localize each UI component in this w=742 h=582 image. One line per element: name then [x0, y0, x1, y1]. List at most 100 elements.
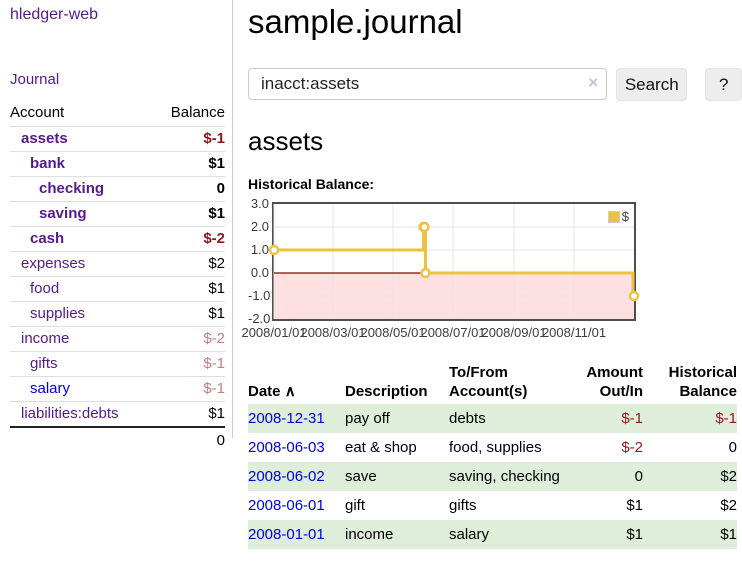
account-link[interactable]: salary — [30, 380, 71, 397]
x-axis-tick-label: 2008/09/01 — [481, 325, 547, 340]
transaction-accounts: food, supplies — [449, 439, 542, 456]
account-row-checking: checking 0 — [10, 176, 225, 201]
transaction-balance: $2 — [720, 497, 737, 514]
clear-search-icon[interactable]: × — [588, 73, 599, 92]
transaction-balance: $1 — [720, 526, 737, 543]
account-row-gifts: gifts $-1 — [10, 351, 225, 376]
main-content: sample.journal × Search ? assets Histori… — [241, 0, 742, 549]
account-balance: $-2 — [203, 330, 225, 347]
transaction-description: income — [345, 526, 394, 543]
sidebar-item-journal[interactable]: Journal — [10, 71, 60, 88]
register-row: 2008-12-31 pay off debts $-1 $-1 — [248, 404, 737, 433]
account-row-supplies: supplies $1 — [10, 301, 225, 326]
account-row-income: income $-2 — [10, 326, 225, 351]
transaction-accounts: debts — [449, 410, 486, 427]
x-axis-tick-label: 2008/01/01 — [241, 325, 307, 340]
y-axis-tick-label: 2.0 — [250, 219, 269, 234]
x-axis-tick-label: 2008/03/01 — [300, 325, 366, 340]
transaction-accounts: gifts — [449, 497, 477, 514]
account-link[interactable]: expenses — [21, 255, 86, 272]
transaction-accounts: salary — [449, 526, 490, 543]
register-row: 2008-01-01 income salary $1 $1 — [248, 520, 737, 549]
search-form: × Search ? — [248, 68, 742, 101]
transaction-amount: 0 — [634, 468, 643, 485]
app-title-link[interactable]: hledger-web — [10, 6, 99, 23]
account-row-cash: cash $-2 — [10, 226, 225, 251]
transaction-balance: $-1 — [715, 410, 737, 427]
account-balance-table: Account Balance assets $-1 bank $1 check… — [10, 101, 225, 453]
date-column-header[interactable]: Date ∧ — [248, 383, 296, 400]
search-button[interactable]: Search — [616, 68, 688, 101]
account-balance: $1 — [208, 155, 225, 172]
transaction-description: gift — [345, 497, 366, 514]
transaction-date-link[interactable]: 2008-06-03 — [248, 439, 325, 456]
account-link[interactable]: bank — [30, 155, 66, 172]
transaction-date-link[interactable]: 2008-12-31 — [248, 410, 325, 427]
search-input[interactable] — [248, 68, 608, 100]
account-link[interactable]: food — [30, 280, 60, 297]
total-balance: 0 — [216, 432, 225, 449]
transaction-balance: 0 — [728, 439, 737, 456]
amount-column-header: Amount Out/In — [586, 364, 643, 400]
help-button[interactable]: ? — [705, 68, 742, 101]
chart-title: Historical Balance: — [248, 176, 375, 192]
account-row-assets: assets $-1 — [10, 126, 225, 151]
legend-label: $ — [621, 209, 629, 224]
y-axis-tick-label: -1.0 — [248, 288, 271, 303]
account-row-saving: saving $1 — [10, 201, 225, 226]
register-row: 2008-06-01 gift gifts $1 $2 — [248, 491, 737, 520]
transaction-description: save — [345, 468, 377, 485]
account-link[interactable]: assets — [21, 130, 68, 147]
account-column-header: Account — [10, 104, 65, 121]
account-balance: $1 — [208, 405, 225, 422]
account-table-header: Account Balance — [10, 101, 225, 126]
account-balance: 0 — [216, 180, 225, 197]
account-link[interactable]: cash — [30, 230, 65, 247]
transaction-amount: $-1 — [621, 410, 643, 427]
transaction-date-link[interactable]: 2008-06-01 — [248, 497, 325, 514]
transaction-description: pay off — [345, 410, 390, 427]
description-column-header: Description — [345, 383, 428, 400]
account-balance: $-1 — [203, 355, 225, 372]
balance-column-header: Historical Balance — [668, 364, 737, 400]
register-table: Date ∧ Description To/From Account(s) Am… — [248, 361, 737, 549]
account-balance: $2 — [208, 255, 225, 272]
account-row-food: food $1 — [10, 276, 225, 301]
transaction-date-link[interactable]: 2008-06-02 — [248, 468, 325, 485]
x-axis-tick-label: 2008/11/01 — [541, 325, 607, 340]
balance-column-header: Balance — [170, 104, 225, 121]
transaction-date-link[interactable]: 2008-01-01 — [248, 526, 325, 543]
y-axis-tick-label: 3.0 — [250, 196, 269, 211]
search-input-wrap: × — [248, 68, 608, 101]
transaction-balance: $2 — [720, 468, 737, 485]
accounts-column-header: To/From Account(s) — [449, 364, 528, 400]
sidebar: hledger-web Journal Account Balance asse… — [0, 0, 233, 449]
register-row: 2008-06-03 eat & shop food, supplies $-2… — [248, 433, 737, 462]
sort-asc-icon: ∧ — [284, 383, 296, 400]
y-axis-tick-label: 1.0 — [250, 242, 269, 257]
account-link[interactable]: gifts — [30, 355, 58, 372]
page-title: sample.journal — [248, 3, 463, 40]
account-link[interactable]: saving — [39, 205, 87, 222]
account-row-liabilities-debts: liabilities:debts $1 — [10, 401, 225, 428]
account-link[interactable]: supplies — [30, 305, 86, 322]
historical-balance-chart: $ 3.0 2.0 1.0 0.0 -1.0 -2.0 2008/01/01 2008/03/… — [241, 196, 742, 344]
account-total-row: 0 — [10, 428, 225, 453]
account-link[interactable]: checking — [39, 180, 105, 197]
account-link[interactable]: liabilities:debts — [21, 405, 119, 422]
account-balance: $1 — [208, 205, 225, 222]
transaction-accounts: saving, checking — [449, 468, 560, 485]
account-balance: $1 — [208, 280, 225, 297]
account-balance: $-2 — [203, 230, 225, 247]
account-row-bank: bank $1 — [10, 151, 225, 176]
transaction-amount: $1 — [626, 526, 643, 543]
transaction-amount: $1 — [626, 497, 643, 514]
chart-legend: $ — [606, 208, 630, 225]
transaction-description: eat & shop — [345, 439, 417, 456]
chart-plot-area: $ — [268, 202, 640, 321]
register-row: 2008-06-02 save saving, checking 0 $2 — [248, 462, 737, 491]
transaction-amount: $-2 — [621, 439, 643, 456]
x-axis-tick-label: 2008/05/01 — [360, 325, 426, 340]
y-axis-tick-label: -2.0 — [248, 311, 271, 326]
account-link[interactable]: income — [21, 330, 70, 347]
